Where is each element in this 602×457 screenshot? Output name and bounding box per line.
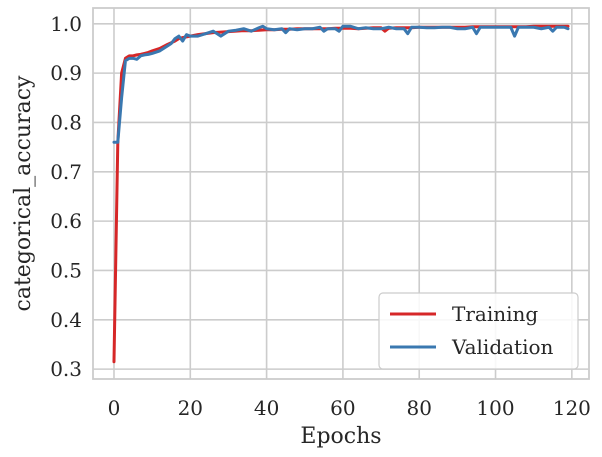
plot-frame [92, 7, 590, 380]
legend-label-validation: Validation [451, 335, 554, 359]
x-tick-label: 0 [108, 396, 121, 420]
x-tick-label: 80 [406, 396, 431, 420]
grid-lines [93, 8, 589, 379]
x-axis-label: Epochs [300, 424, 381, 449]
legend-box [378, 292, 579, 370]
y-tick-label: 1.0 [50, 12, 82, 36]
legend-label-training: Training [452, 302, 538, 326]
series-line-validation [112, 24, 570, 144]
x-tick-label: 40 [254, 396, 279, 420]
y-tick-label: 0.3 [50, 357, 82, 381]
legend: Training Validation [378, 292, 579, 370]
x-tick-label: 60 [330, 396, 355, 420]
y-tick-label: 0.8 [50, 110, 82, 134]
y-tick-label: 0.4 [50, 308, 82, 332]
x-tick-label: 120 [553, 396, 591, 420]
series-lines [112, 24, 570, 364]
y-tick-label: 0.6 [50, 209, 82, 233]
x-tick-label: 100 [476, 396, 514, 420]
y-tick-label: 0.5 [50, 258, 82, 282]
y-tick-label: 0.7 [50, 160, 82, 184]
x-tick-labels: 0 20 40 60 80 100 120 [108, 396, 591, 420]
y-tick-labels: 0.3 0.4 0.5 0.6 0.7 0.8 0.9 1.0 [50, 12, 82, 381]
x-tick-label: 20 [178, 396, 203, 420]
y-tick-label: 0.9 [50, 61, 82, 85]
y-axis-label: categorical_accuracy [11, 75, 36, 312]
